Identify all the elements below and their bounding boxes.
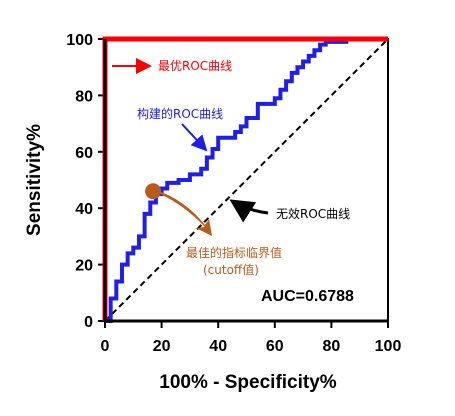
y-tick-labels: 0 20 40 60 80 100 [66, 32, 93, 331]
x-tick-label: 60 [266, 338, 284, 355]
plot-frame [104, 38, 389, 322]
reference-arrow [229, 199, 269, 223]
x-axis-title: 100% - Specificity% [159, 372, 337, 393]
x-tick-label: 80 [323, 338, 341, 355]
y-tick-label: 0 [84, 314, 93, 331]
cutoff-arrow [156, 190, 212, 236]
constructed-arrow [181, 123, 208, 152]
x-tick-label: 40 [209, 338, 227, 355]
x-tick-labels: 0 20 40 60 80 100 [101, 338, 402, 355]
y-tick-label: 100 [66, 32, 93, 49]
x-tick-label: 100 [375, 338, 402, 355]
y-tick-label: 20 [75, 258, 93, 275]
y-axis-title: Sensitivity% [24, 124, 45, 236]
y-tick-label: 60 [75, 145, 93, 162]
reference-roc-line [104, 38, 389, 322]
x-tick-label: 20 [153, 338, 171, 355]
cutoff-point [145, 183, 162, 200]
auc-label: AUC=0.6788 [261, 288, 354, 305]
cutoff-label-line2: (cutoff值) [203, 262, 259, 277]
optimal-roc-line [102, 36, 388, 321]
cutoff-label-line1: 最佳的指标临界值 [186, 245, 282, 260]
y-tick-label: 40 [75, 201, 93, 218]
y-tick-label: 80 [75, 88, 93, 105]
reference-label: 无效ROC曲线 [276, 206, 350, 221]
optimal-label: 最优ROC曲线 [158, 59, 232, 73]
series-layer [102, 36, 389, 323]
constructed-roc-line [105, 39, 349, 323]
constructed-label: 构建的ROC曲线 [137, 106, 223, 121]
x-tick-label: 0 [101, 338, 110, 355]
